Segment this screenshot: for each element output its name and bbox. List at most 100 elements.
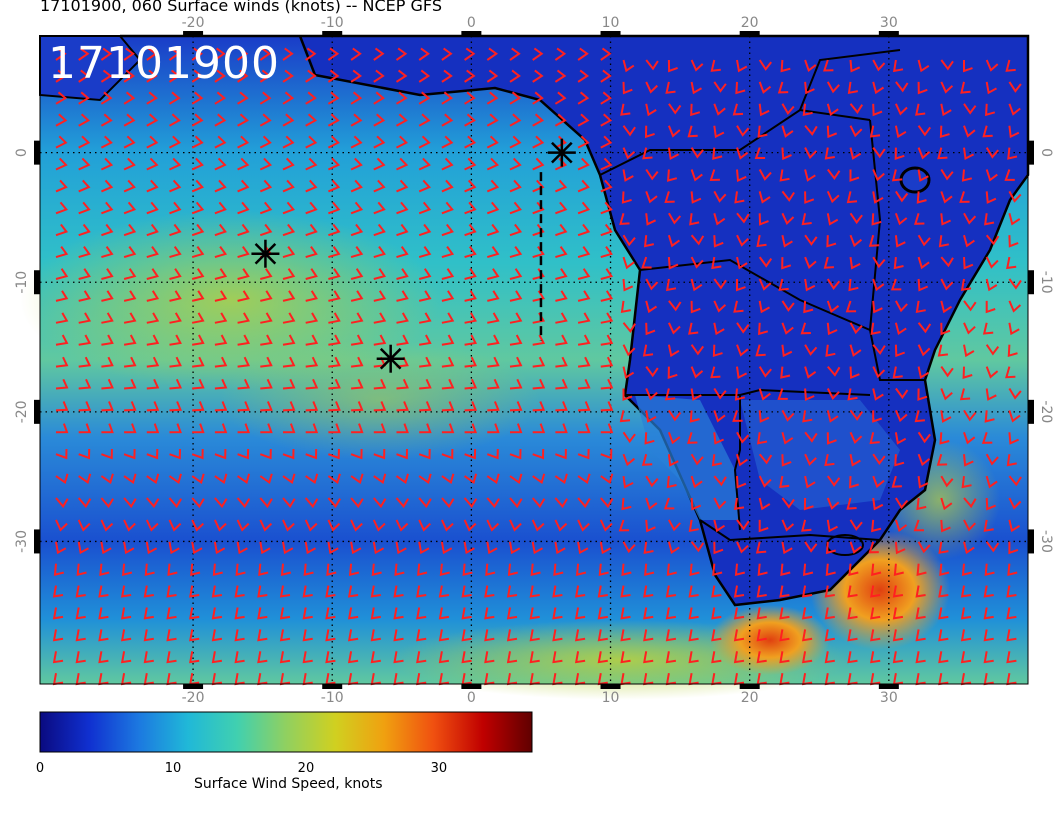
wind-barb — [917, 278, 929, 292]
wind-barb — [713, 190, 727, 203]
wind-barb — [555, 423, 568, 434]
wind-barb — [892, 59, 904, 73]
wind-barb — [826, 475, 841, 487]
wind-barb — [78, 268, 91, 280]
wind-barb — [350, 312, 364, 324]
wind-barb — [328, 334, 341, 346]
wind-barb — [600, 135, 613, 149]
wind-barb — [983, 519, 994, 532]
wind-barb — [577, 69, 590, 83]
wind-barb — [758, 81, 772, 94]
wind-barb — [509, 448, 522, 460]
wind-barb — [914, 213, 925, 225]
wind-barb — [758, 475, 772, 488]
wind-barb — [600, 334, 614, 346]
wind-barb — [259, 179, 273, 193]
wind-barb — [641, 453, 653, 466]
wind-barb — [191, 113, 204, 127]
wind-barb — [78, 69, 90, 83]
wind-barb — [690, 388, 702, 401]
wind-barb — [350, 113, 363, 127]
wind-barb — [917, 541, 931, 554]
wind-barb — [191, 223, 205, 237]
wind-barb — [441, 47, 453, 61]
wind-barb — [55, 423, 69, 434]
wind-barb — [983, 607, 994, 620]
wind-barb — [577, 246, 591, 259]
wind-barb — [643, 585, 654, 598]
wind-barb — [120, 651, 132, 664]
wind-barb — [871, 519, 882, 533]
wind-barb — [847, 585, 858, 598]
wind-barb — [166, 607, 177, 620]
lon-tick-label-bottom: 30 — [880, 690, 898, 706]
wind-barb — [645, 475, 659, 488]
wind-barb — [690, 541, 705, 553]
wind-barb — [872, 497, 884, 511]
wind-barb — [532, 69, 544, 83]
wind-barb — [781, 322, 794, 335]
wind-barb — [325, 651, 336, 664]
wind-barb — [758, 256, 773, 268]
country-border — [599, 108, 871, 176]
wind-barb — [98, 651, 109, 664]
wind-barb — [282, 69, 294, 83]
wind-barb — [395, 91, 408, 105]
wind-barb — [509, 179, 522, 193]
wind-barb — [350, 201, 364, 215]
wind-barb — [486, 223, 500, 237]
wind-barb — [870, 629, 881, 642]
wind-barb — [1008, 541, 1019, 555]
wind-barb — [55, 157, 68, 171]
wind-barb — [530, 563, 541, 577]
wind-barb — [963, 541, 975, 555]
wind-barb — [143, 585, 154, 598]
wind-barb — [373, 135, 386, 149]
country-border — [639, 258, 871, 331]
wind-barb — [395, 497, 410, 509]
wind-barb — [98, 585, 109, 598]
wind-barb — [600, 179, 613, 193]
wind-barb — [146, 290, 160, 302]
wind-barb — [237, 356, 251, 368]
wind-barb — [464, 378, 478, 390]
wind-barb — [758, 191, 771, 204]
wind-barb — [237, 223, 250, 237]
wind-barb — [373, 473, 387, 485]
wind-barb — [713, 103, 726, 116]
wind-barb — [872, 344, 886, 355]
wind-barb — [641, 256, 652, 269]
wind-barb — [894, 432, 907, 445]
wind-barb — [464, 69, 476, 83]
wind-barb — [237, 334, 251, 346]
wind-barb — [305, 312, 319, 324]
wind-barb — [622, 81, 633, 95]
wind-barb — [985, 344, 1000, 356]
wind-barb — [893, 563, 904, 577]
wind-barb — [327, 69, 340, 83]
wind-barb — [464, 135, 477, 149]
wind-barb — [55, 401, 69, 412]
wind-barb — [396, 268, 409, 280]
wind-barb — [418, 290, 432, 302]
wind-barb — [485, 563, 496, 577]
wind-barb — [486, 69, 499, 83]
wind-barb — [532, 246, 545, 259]
wind-barb — [279, 585, 291, 598]
wind-barb — [55, 91, 68, 105]
wind-barb — [396, 201, 409, 215]
wind-barb — [711, 651, 722, 664]
wind-barb — [892, 651, 904, 664]
wind-barb — [959, 191, 970, 203]
wind-barb — [1004, 169, 1015, 181]
wind-barb — [189, 585, 200, 598]
wind-barb — [668, 409, 682, 422]
wind-barb — [169, 423, 182, 434]
wind-barb — [78, 312, 92, 324]
wind-barb — [600, 290, 614, 302]
wind-barb — [597, 651, 608, 664]
wind-barb — [777, 388, 788, 400]
wind-barb — [645, 410, 657, 423]
wind-barb — [667, 366, 678, 379]
wind-barb — [350, 497, 364, 509]
